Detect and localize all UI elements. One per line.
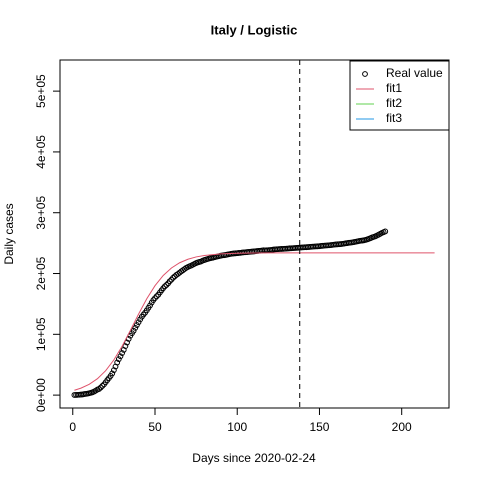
- legend-label: Real value: [386, 66, 443, 80]
- data-point: [99, 383, 106, 389]
- x-tick-label: 100: [227, 420, 247, 434]
- y-tick-label: 3e+05: [34, 196, 48, 230]
- x-tick-label: 200: [392, 420, 412, 434]
- data-point: [119, 350, 126, 356]
- data-point: [170, 274, 176, 281]
- chart-title: Italy / Logistic: [211, 22, 298, 37]
- data-point: [163, 282, 170, 288]
- data-point: [382, 228, 389, 235]
- data-point: [109, 370, 116, 377]
- data-point: [166, 278, 173, 285]
- x-tick-label: 0: [69, 420, 76, 434]
- legend-label: fit1: [386, 81, 402, 95]
- data-point: [132, 324, 139, 331]
- y-tick-label: 1e+05: [34, 317, 48, 351]
- legend-symbol: [362, 71, 368, 77]
- data-point: [161, 283, 168, 290]
- x-axis-label: Days since 2020-02-24: [192, 451, 316, 465]
- legend-label: fit2: [386, 96, 402, 110]
- y-tick-label: 4e+05: [34, 135, 48, 169]
- data-point: [97, 384, 104, 391]
- x-tick-label: 150: [309, 420, 329, 434]
- y-tick-label: 5e+05: [34, 74, 48, 108]
- data-point: [147, 302, 153, 309]
- data-point: [114, 359, 121, 366]
- y-tick-label: 2e+05: [34, 256, 48, 290]
- data-point: [135, 319, 142, 326]
- x-tick-label: 50: [148, 420, 162, 434]
- y-axis-label: Daily cases: [2, 203, 16, 264]
- data-point: [115, 356, 122, 363]
- y-tick-label: 0e+00: [34, 378, 48, 412]
- data-point: [117, 353, 124, 360]
- data-point: [153, 293, 160, 300]
- data-point: [130, 327, 137, 334]
- legend-label: fit3: [386, 111, 402, 125]
- data-point: [96, 386, 102, 392]
- fit-line: [74, 252, 435, 391]
